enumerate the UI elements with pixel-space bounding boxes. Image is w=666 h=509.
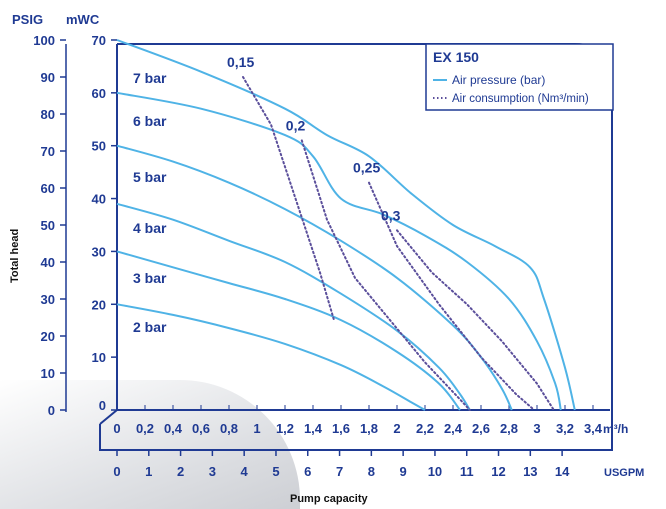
- usgpm-tick-label: 14: [555, 464, 570, 479]
- psig-tick-label: 70: [41, 144, 55, 159]
- mwc-tick-label: 0: [99, 398, 106, 413]
- mwc-unit-label: mWC: [66, 12, 100, 27]
- air-pressure-label: 4 bar: [133, 220, 167, 236]
- air-pressure-curve: [116, 91, 562, 411]
- psig-tick-label: 50: [41, 218, 55, 233]
- legend-entry-air-consumption: Air consumption (Nm³/min): [452, 93, 589, 105]
- air-consumption-label: 0,15: [227, 54, 254, 70]
- usgpm-unit-label: USGPM: [604, 467, 644, 479]
- mwc-tick-label: 10: [92, 350, 106, 365]
- psig-tick-label: 20: [41, 329, 55, 344]
- psig-unit-label: PSIG: [12, 12, 43, 27]
- psig-tick-label: 40: [41, 255, 55, 270]
- legend-entry-air-pressure: Air pressure (bar): [452, 73, 545, 87]
- y-axis-title: Total head: [9, 229, 21, 283]
- m3h-tick-label: 1,8: [360, 421, 378, 436]
- usgpm-tick-label: 8: [368, 464, 375, 479]
- curve-labels: 7 bar 6 bar 5 bar 4 bar 3 bar 2 bar 0,15 0,2 0,2…: [133, 54, 401, 335]
- mwc-tick-label: 60: [92, 86, 106, 101]
- mwc-tick-label: 40: [92, 192, 106, 207]
- m3h-tick-label: 0,4: [164, 421, 183, 436]
- usgpm-tick-label: 12: [491, 464, 505, 479]
- psig-tick-label: 80: [41, 107, 55, 122]
- legend-box: [425, 43, 614, 111]
- air-pressure-curve: [116, 39, 576, 411]
- air-pressure-curve: [116, 250, 461, 411]
- m3h-tick-label: 1,6: [332, 421, 350, 436]
- mwc-tick-label: 70: [92, 33, 106, 48]
- m3h-tick-label: 0: [113, 421, 120, 436]
- mwc-tick-label: 30: [92, 244, 106, 259]
- x-axis-title: Pump capacity: [290, 493, 369, 505]
- m3h-tick-label: 1: [253, 421, 260, 436]
- usgpm-tick-label: 9: [400, 464, 407, 479]
- legend: EX 150 Air pressure (bar) Air consumptio…: [425, 43, 614, 111]
- air-pressure-label: 5 bar: [133, 169, 167, 185]
- mwc-tick-label: 20: [92, 297, 106, 312]
- psig-tick-label: 10: [41, 366, 55, 381]
- usgpm-tick-label: 11: [460, 464, 474, 479]
- m3h-tick-label: 2: [393, 421, 400, 436]
- usgpm-tick-label: 7: [336, 464, 343, 479]
- air-pressure-curve: [116, 303, 426, 411]
- air-consumption-curve: [300, 139, 471, 411]
- m3h-tick-label: 2,6: [472, 421, 490, 436]
- m3h-tick-label: 0,8: [220, 421, 238, 436]
- air-consumption-curve: [396, 229, 555, 411]
- usgpm-tick-label: 1: [145, 464, 152, 479]
- air-consumption-label: 0,2: [286, 117, 306, 133]
- air-pressure-label: 2 bar: [133, 319, 167, 335]
- air-pressure-curve: [116, 144, 513, 411]
- usgpm-tick-label: 5: [272, 464, 279, 479]
- air-consumption-curve: [368, 181, 536, 411]
- usgpm-tick-label: 6: [304, 464, 311, 479]
- m3h-tick-label: 3,2: [556, 421, 574, 436]
- air-consumption-curve: [242, 76, 335, 322]
- mwc-tick-label: 50: [92, 139, 106, 154]
- psig-tick-label: 90: [41, 70, 55, 85]
- usgpm-tick-label: 10: [428, 464, 442, 479]
- air-consumption-label: 0,25: [353, 160, 380, 176]
- m3h-tick-label: 2,2: [416, 421, 434, 436]
- usgpm-tick-label: 2: [177, 464, 184, 479]
- usgpm-tick-label: 13: [523, 464, 537, 479]
- air-pressure-label: 3 bar: [133, 270, 167, 286]
- psig-tick-label: 0: [48, 403, 55, 418]
- usgpm-tick-label: 4: [241, 464, 249, 479]
- m3h-tick-label: 2,4: [444, 421, 463, 436]
- m3h-tick-label: 1,4: [304, 421, 323, 436]
- curves: [116, 39, 576, 411]
- usgpm-tick-label: 3: [209, 464, 216, 479]
- usgpm-tick-label: 0: [113, 464, 120, 479]
- air-consumption-label: 0,3: [381, 207, 401, 223]
- air-pressure-curve: [116, 202, 471, 411]
- air-pressure-label: 7 bar: [133, 70, 167, 86]
- air-pressure-label: 6 bar: [133, 113, 167, 129]
- m3h-tick-label: 1,2: [276, 421, 294, 436]
- m3h-tick-label: 0,2: [136, 421, 154, 436]
- lower-frame: [99, 410, 613, 451]
- m3h-tick-label: 2,8: [500, 421, 518, 436]
- m3h-tick-label: 3,4: [584, 421, 603, 436]
- psig-tick-label: 60: [41, 181, 55, 196]
- m3h-unit-label: m³/h: [603, 422, 628, 436]
- legend-title: EX 150: [433, 49, 479, 65]
- psig-tick-label: 30: [41, 292, 55, 307]
- m3h-tick-label: 0,6: [192, 421, 210, 436]
- m3h-tick-label: 3: [533, 421, 540, 436]
- psig-tick-label: 100: [33, 33, 55, 48]
